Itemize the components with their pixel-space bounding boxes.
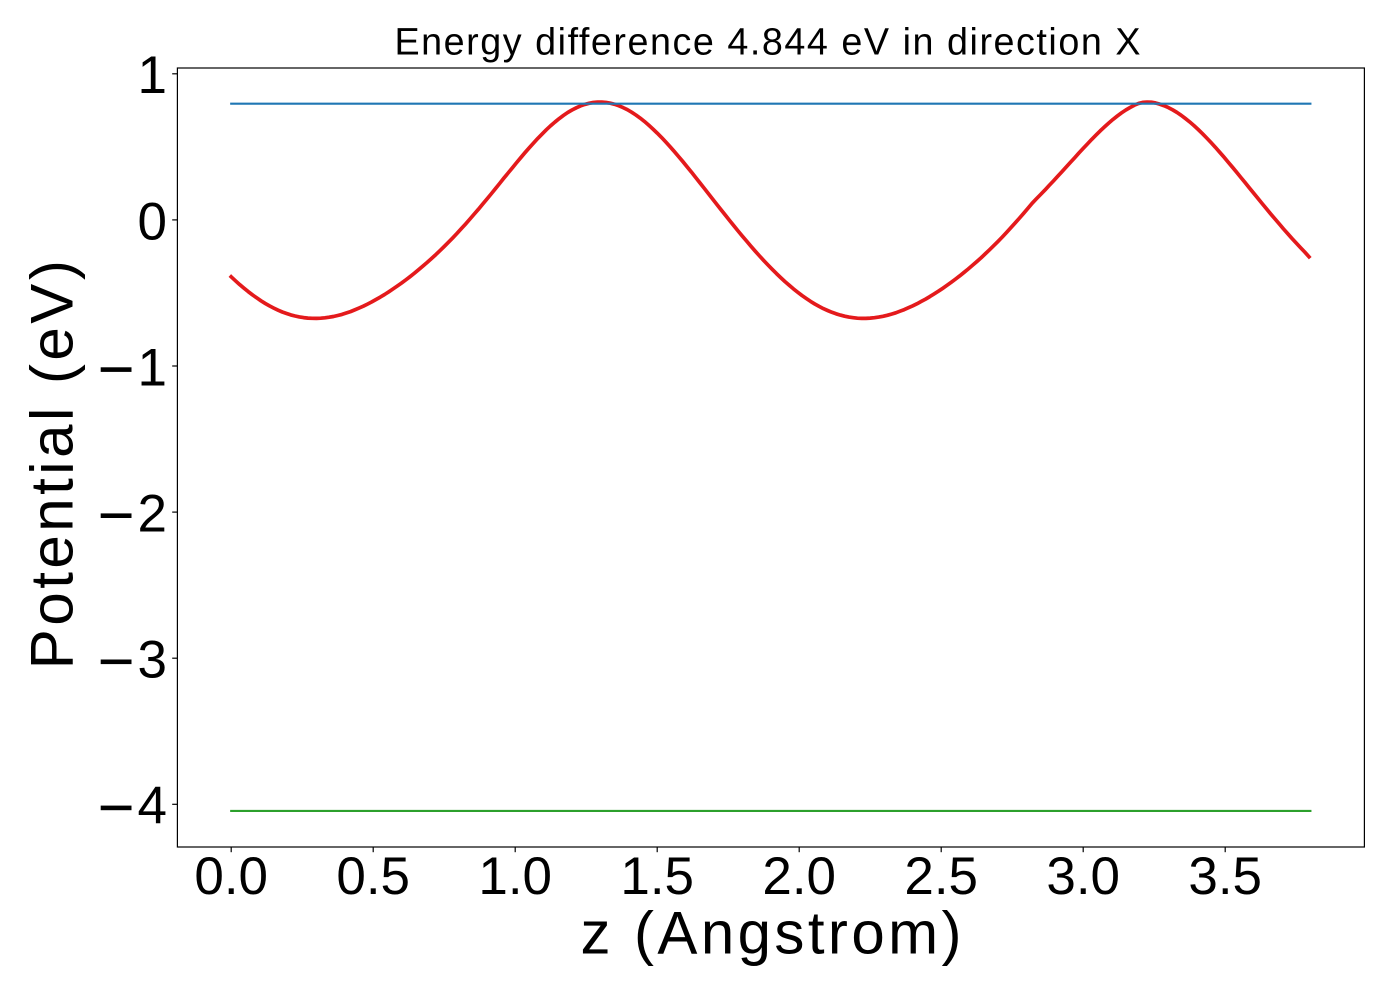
svg-text:0.0: 0.0 — [194, 847, 268, 906]
svg-text:3.5: 3.5 — [1188, 847, 1262, 906]
svg-text:0.5: 0.5 — [336, 847, 410, 906]
svg-text:3: 3 — [138, 631, 167, 690]
svg-text:0: 0 — [138, 192, 167, 251]
svg-text:1: 1 — [138, 46, 167, 105]
svg-text:Energy difference 4.844 eV in: Energy difference 4.844 eV in direction … — [395, 20, 1141, 62]
svg-text:1.5: 1.5 — [620, 847, 694, 906]
svg-text:3.0: 3.0 — [1046, 847, 1120, 906]
svg-text:2.0: 2.0 — [762, 847, 836, 906]
svg-text:1.0: 1.0 — [478, 847, 552, 906]
svg-text:2: 2 — [138, 485, 167, 544]
svg-text:2.5: 2.5 — [904, 847, 978, 906]
svg-text:1: 1 — [138, 338, 167, 397]
svg-text:4: 4 — [138, 777, 167, 836]
svg-text:Potential (eV): Potential (eV) — [19, 260, 86, 669]
svg-text:z (Angstrom): z (Angstrom) — [581, 900, 962, 967]
